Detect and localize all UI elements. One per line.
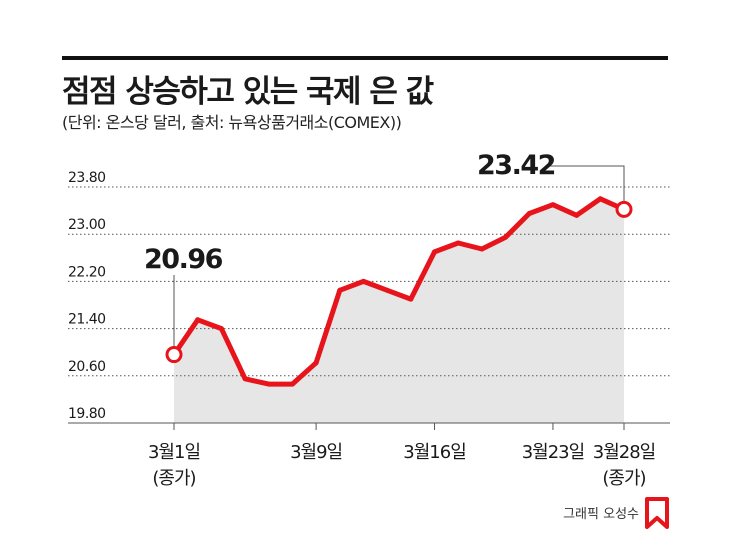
data-point-9 <box>384 287 390 293</box>
x-tick-sublabel-0: (종가) <box>152 468 195 489</box>
data-point-10 <box>408 296 414 302</box>
series-area <box>174 198 624 423</box>
x-tick-label-6: 3월9일 <box>290 442 342 463</box>
y-tick-label-22-20: 22.20 <box>68 264 106 280</box>
top-rule <box>62 56 668 60</box>
data-point-15 <box>526 211 532 217</box>
y-tick-label-21-40: 21.40 <box>68 312 106 328</box>
data-point-14 <box>503 234 509 240</box>
x-tick-sublabel-19: (종가) <box>602 468 645 489</box>
data-point-4 <box>266 381 272 387</box>
data-point-11 <box>432 249 438 255</box>
chart-title: 점점 상승하고 있는 국제 은 값 <box>62 74 434 110</box>
data-point-5 <box>289 381 295 387</box>
x-tick-label-0: 3월1일 <box>148 442 200 463</box>
y-tick-label-23-00: 23.00 <box>68 217 106 233</box>
data-point-3 <box>242 376 248 382</box>
y-tick-label-20-60: 20.60 <box>68 359 106 375</box>
data-point-6 <box>313 360 319 366</box>
chart-subtitle: (단위: 온스당 달러, 출처: 뉴욕상품거래소(COMEX)) <box>62 113 402 132</box>
data-point-12 <box>455 240 461 246</box>
endpoint-marker-0 <box>165 346 183 364</box>
data-point-16 <box>550 202 556 208</box>
data-point-7 <box>337 287 343 293</box>
endpoint-marker-19 <box>615 200 633 218</box>
data-point-1 <box>195 317 201 323</box>
x-tick-label-11: 3월16일 <box>403 442 465 463</box>
series-line <box>171 196 627 387</box>
callout-leader <box>550 165 625 202</box>
x-tick-label-16: 3월23일 <box>522 442 584 463</box>
x-tick-label-19: 3월28일 <box>593 442 655 463</box>
callout-value: 23.42 <box>477 150 555 181</box>
data-point-8 <box>360 278 366 284</box>
callout-20-96: 20.96 <box>144 244 224 364</box>
callout-value: 20.96 <box>144 244 223 275</box>
data-point-2 <box>218 326 224 332</box>
publisher-logo-icon <box>645 497 669 529</box>
data-point-17 <box>574 212 580 218</box>
callout-23-42: 23.42 <box>477 150 633 218</box>
graphic-credit: 그래픽 오성수 <box>563 507 639 522</box>
data-point-13 <box>479 246 485 252</box>
data-point-18 <box>597 196 603 202</box>
y-tick-label-23-80: 23.80 <box>68 170 106 186</box>
y-tick-label-19-80: 19.80 <box>68 406 106 422</box>
